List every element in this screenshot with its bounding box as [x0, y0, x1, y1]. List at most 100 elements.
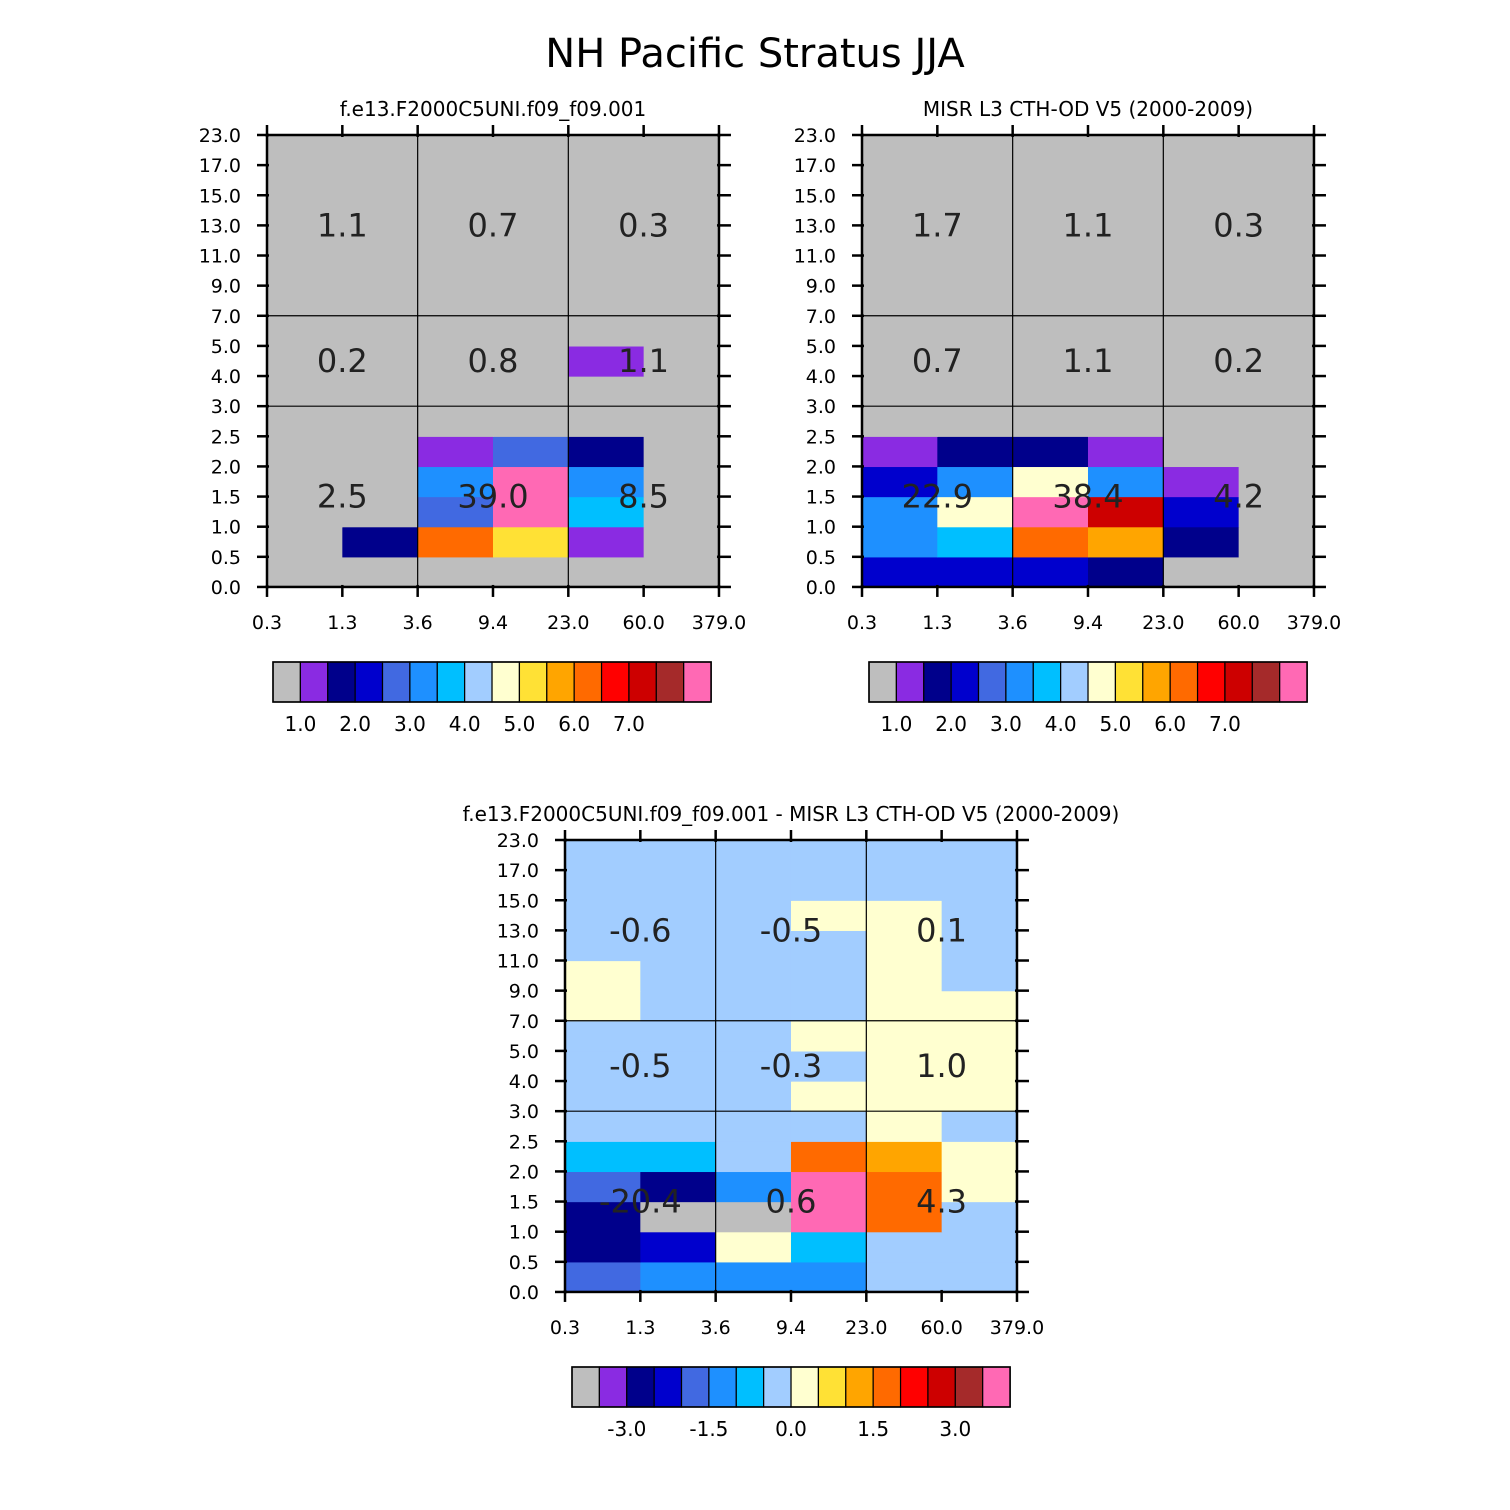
heatmap-cell [862, 225, 938, 257]
y-tick-label: 13.0 [794, 215, 836, 237]
heatmap-cell [941, 1111, 1018, 1142]
heatmap-cell [568, 376, 645, 407]
heatmap-cell [342, 315, 419, 347]
heatmap-cell [492, 376, 569, 407]
colorbar-swatch [923, 661, 952, 703]
heatmap-cell [640, 1201, 717, 1233]
colorbar-label: 3.0 [939, 1417, 971, 1441]
block-value-label: 39.0 [457, 478, 528, 516]
heatmap-cell [866, 990, 943, 1022]
colorbar-swatch [1196, 661, 1226, 703]
colorbar-swatch [381, 661, 411, 703]
heatmap-cell [1163, 195, 1240, 226]
heatmap-cell [1238, 285, 1315, 317]
colorbar-swatch [868, 661, 897, 703]
block-value-label: -20.4 [599, 1183, 682, 1221]
block-value-label: 0.8 [468, 342, 519, 380]
x-tick-label: 9.4 [478, 612, 508, 634]
heatmap-cell [1163, 436, 1240, 468]
heatmap-cell [643, 255, 720, 287]
heatmap-cell [937, 135, 1014, 166]
heatmap-cell [568, 345, 645, 377]
colorbar-label: 7.0 [1209, 712, 1241, 736]
block-value-label: 1.1 [317, 206, 368, 244]
heatmap-cell [640, 930, 717, 962]
colorbar-swatch [1114, 661, 1144, 703]
heatmap-cell [941, 840, 1018, 871]
heatmap-cell [640, 870, 717, 901]
heatmap-cell [941, 1171, 1018, 1203]
block-value-label: 0.6 [766, 1183, 817, 1221]
heatmap-cell [1163, 556, 1240, 588]
heatmap-cell [1087, 436, 1164, 468]
heatmap-cell [417, 556, 494, 588]
x-tick-label: 379.0 [990, 1317, 1044, 1339]
colorbar-swatch [1060, 661, 1089, 703]
colorbar-label: 6.0 [558, 712, 590, 736]
x-tick-label: 379.0 [692, 612, 746, 634]
heatmap-cell [640, 1171, 717, 1203]
heatmap-cell [342, 195, 419, 226]
colorbar-swatch [895, 661, 925, 703]
heatmap-cell [417, 436, 494, 468]
y-tick-label: 15.0 [199, 185, 241, 207]
colorbar-label: 5.0 [1099, 712, 1131, 736]
panel-title: MISR L3 CTH-OD V5 (2000-2009) [923, 97, 1253, 121]
x-tick-label: 60.0 [1217, 612, 1259, 634]
heatmap-cell [568, 315, 645, 347]
heatmap-cell [492, 195, 569, 226]
heatmap-cell [417, 165, 494, 196]
block-value-label: 1.1 [1063, 206, 1114, 244]
y-tick-label: 2.5 [211, 426, 241, 448]
heatmap-cell [1012, 255, 1089, 287]
colorbar-swatch [927, 1366, 956, 1408]
x-tick-label: 9.4 [776, 1317, 806, 1339]
heatmap-cell [866, 930, 943, 962]
y-tick-label: 11.0 [794, 246, 836, 268]
block-value-label: 1.1 [618, 342, 669, 380]
heatmap-cell [866, 1111, 943, 1142]
heatmap-cell [267, 255, 343, 287]
colorbar-swatch [1032, 661, 1062, 703]
heatmap-cell [643, 315, 720, 347]
y-tick-label: 0.0 [509, 1282, 539, 1304]
heatmap-cell [1163, 225, 1240, 257]
y-tick-label: 5.0 [509, 1041, 539, 1063]
block-value-label: 4.3 [916, 1183, 967, 1221]
heatmap-cell [342, 345, 419, 377]
heatmap-cell [565, 1261, 641, 1293]
heatmap-cell [565, 1201, 641, 1233]
colorbar-frame [868, 661, 1308, 703]
heatmap-cell [937, 165, 1014, 196]
y-tick-label: 5.0 [211, 336, 241, 358]
heatmap-cell [862, 165, 938, 196]
heatmap-cell [1238, 436, 1315, 468]
heatmap-cell [937, 285, 1014, 317]
heatmap-cell [790, 960, 867, 992]
heatmap-cell [1012, 436, 1089, 468]
heatmap-cell [565, 1050, 641, 1082]
heatmap-cell [643, 345, 720, 377]
heatmap-cell [790, 990, 867, 1022]
heatmap-cell [866, 1231, 943, 1263]
heatmap-cell [715, 960, 792, 992]
colorbar-swatch [464, 661, 493, 703]
colorbar-swatch [272, 661, 301, 703]
y-tick-label: 7.0 [806, 306, 836, 328]
heatmap-cell [640, 1050, 717, 1082]
heatmap-cell [492, 255, 569, 287]
colorbar-swatch [1005, 661, 1034, 703]
heatmap-cell [941, 1201, 1018, 1233]
colorbar-label: 7.0 [613, 712, 645, 736]
heatmap-cell [1087, 315, 1164, 347]
heatmap-cell [1238, 195, 1315, 226]
y-tick-label: 2.0 [211, 456, 241, 478]
y-tick-label: 0.5 [806, 547, 836, 569]
panel-2: 22.9 38.4 4.2 0.7 1.1 0.2 1.7 1.1 0.3 MISR L3 CTH… [794, 97, 1341, 736]
y-tick-label: 2.0 [806, 456, 836, 478]
y-tick-label: 23.0 [794, 125, 836, 147]
colorbar-swatch [409, 661, 438, 703]
heatmap-cell [1087, 165, 1164, 196]
heatmap-cell [417, 466, 494, 498]
heatmap-cell [568, 496, 645, 528]
